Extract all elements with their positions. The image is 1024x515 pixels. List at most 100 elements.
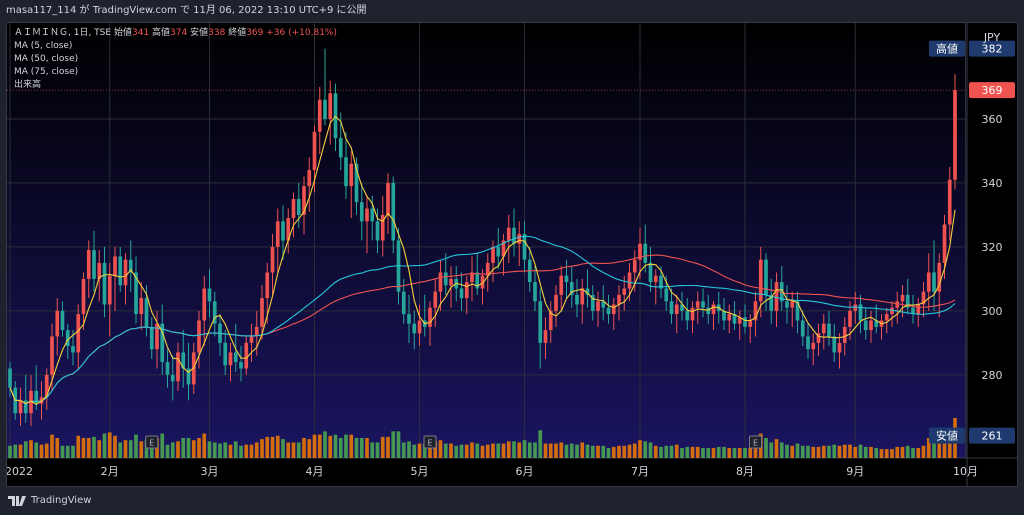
candle-body[interactable] xyxy=(638,243,642,260)
candle-body[interactable] xyxy=(443,272,448,286)
candle-body[interactable] xyxy=(932,272,936,292)
candle-body[interactable] xyxy=(848,310,852,327)
candle-body[interactable] xyxy=(580,288,585,305)
candle-body[interactable] xyxy=(391,182,396,241)
candle-body[interactable] xyxy=(181,352,186,369)
candle-body[interactable] xyxy=(884,314,889,321)
candle-body[interactable] xyxy=(29,390,33,414)
candle-body[interactable] xyxy=(449,278,453,286)
candle-body[interactable] xyxy=(669,301,674,315)
candle-body[interactable] xyxy=(55,310,60,337)
candle-body[interactable] xyxy=(806,336,810,350)
candle-body[interactable] xyxy=(632,259,637,273)
candle-body[interactable] xyxy=(695,301,700,308)
candle-body[interactable] xyxy=(459,288,464,299)
candle-body[interactable] xyxy=(937,262,942,292)
candle-body[interactable] xyxy=(769,294,774,311)
candle-body[interactable] xyxy=(512,227,516,244)
candle-body[interactable] xyxy=(375,221,380,241)
candle-body[interactable] xyxy=(92,250,96,279)
candle-body[interactable] xyxy=(816,333,821,343)
candle-body[interactable] xyxy=(165,362,170,375)
candle-body[interactable] xyxy=(470,272,474,283)
candle-body[interactable] xyxy=(97,262,102,279)
candle-body[interactable] xyxy=(953,90,957,180)
candle-body[interactable] xyxy=(118,256,123,286)
candle-body[interactable] xyxy=(821,323,826,334)
candle-body[interactable] xyxy=(585,288,590,295)
earnings-marker[interactable] xyxy=(423,435,437,449)
candle-body[interactable] xyxy=(827,323,831,337)
candle-body[interactable] xyxy=(758,259,763,302)
candle-body[interactable] xyxy=(81,278,86,315)
candle-body[interactable] xyxy=(727,314,732,321)
candle-body[interactable] xyxy=(270,246,275,273)
candle-body[interactable] xyxy=(23,400,28,414)
candle-body[interactable] xyxy=(774,282,779,311)
candle-body[interactable] xyxy=(506,227,511,241)
candle-body[interactable] xyxy=(653,275,658,283)
candle-body[interactable] xyxy=(281,221,285,241)
candle-body[interactable] xyxy=(102,262,107,305)
candle-body[interactable] xyxy=(338,138,343,158)
candle-body[interactable] xyxy=(554,294,558,311)
candle-body[interactable] xyxy=(155,323,159,350)
candle-body[interactable] xyxy=(134,272,138,315)
candle-body[interactable] xyxy=(34,390,39,404)
candle-body[interactable] xyxy=(475,272,480,289)
candle-body[interactable] xyxy=(674,304,679,315)
candle-body[interactable] xyxy=(685,310,690,321)
candle-body[interactable] xyxy=(853,304,858,311)
candle-body[interactable] xyxy=(428,307,432,327)
candle-body[interactable] xyxy=(312,131,317,171)
candle-body[interactable] xyxy=(779,282,784,302)
candle-body[interactable] xyxy=(401,291,406,315)
candle-body[interactable] xyxy=(317,99,322,132)
candle-body[interactable] xyxy=(701,301,705,308)
candle-body[interactable] xyxy=(900,294,905,302)
candle-body[interactable] xyxy=(412,323,417,334)
candle-body[interactable] xyxy=(622,288,627,295)
candle-body[interactable] xyxy=(365,208,369,222)
candle-body[interactable] xyxy=(228,352,233,366)
candle-body[interactable] xyxy=(947,179,952,225)
volume-legend[interactable]: 出来高 xyxy=(14,80,42,90)
candle-body[interactable] xyxy=(8,368,12,388)
candle-body[interactable] xyxy=(911,307,915,315)
candle-body[interactable] xyxy=(795,301,800,321)
candle-body[interactable] xyxy=(50,336,54,375)
candle-body[interactable] xyxy=(722,310,726,321)
candle-body[interactable] xyxy=(123,259,128,286)
candle-body[interactable] xyxy=(433,291,438,308)
candle-body[interactable] xyxy=(590,294,595,311)
candle-body[interactable] xyxy=(71,346,75,353)
candle-body[interactable] xyxy=(249,336,254,343)
earnings-marker[interactable] xyxy=(145,435,159,449)
candle-body[interactable] xyxy=(186,368,191,385)
candle-body[interactable] xyxy=(438,272,443,292)
candle-body[interactable] xyxy=(176,352,180,382)
ma50-legend[interactable]: MA (50, close) xyxy=(14,54,79,64)
candle-body[interactable] xyxy=(139,298,144,315)
candle-body[interactable] xyxy=(197,320,201,353)
candle-body[interactable] xyxy=(737,317,742,324)
ma5-legend[interactable]: MA (5, close) xyxy=(14,41,73,51)
candle-body[interactable] xyxy=(664,288,669,302)
candle-body[interactable] xyxy=(464,282,469,299)
candle-body[interactable] xyxy=(790,301,795,308)
candle-body[interactable] xyxy=(239,362,243,369)
candle-body[interactable] xyxy=(921,291,926,305)
candle-body[interactable] xyxy=(60,310,65,331)
candle-body[interactable] xyxy=(680,304,684,311)
candle-body[interactable] xyxy=(895,301,900,308)
candle-body[interactable] xyxy=(354,163,359,203)
candle-body[interactable] xyxy=(302,186,306,215)
candle-body[interactable] xyxy=(254,326,259,337)
candle-body[interactable] xyxy=(307,170,312,187)
candle-body[interactable] xyxy=(869,320,873,331)
candle-body[interactable] xyxy=(559,275,564,295)
candle-body[interactable] xyxy=(706,307,711,315)
candle-body[interactable] xyxy=(905,294,910,308)
candle-body[interactable] xyxy=(543,330,548,343)
candle-body[interactable] xyxy=(202,288,207,321)
